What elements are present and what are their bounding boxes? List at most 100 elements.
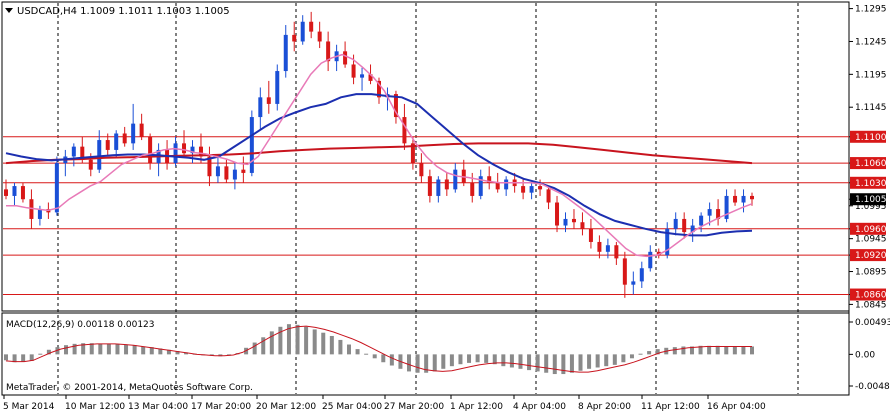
price-tick-label: 1.0895 — [855, 268, 887, 278]
bull-candle — [690, 225, 695, 233]
bear-candle — [419, 163, 424, 177]
bull-candle — [436, 179, 441, 196]
bull-candle — [529, 186, 534, 193]
bull-candle — [504, 179, 509, 190]
moving-averages-layer — [5, 53, 753, 258]
bull-candle — [724, 195, 729, 219]
bear-candle — [182, 143, 187, 154]
bear-candle — [224, 166, 229, 180]
bear-candle — [410, 143, 415, 164]
bear-candle — [309, 21, 314, 32]
time-tick-label: 20 Mar 12:00 — [256, 402, 316, 412]
bear-candle — [427, 176, 432, 196]
macd-histogram-bar — [638, 353, 643, 355]
bull-candle — [283, 34, 288, 72]
level-label-bg — [850, 249, 886, 262]
macd-tick-label: 0.00493 — [855, 318, 890, 328]
bear-candle — [88, 159, 93, 170]
macd-histogram-bar — [552, 354, 557, 375]
macd-histogram-bar — [518, 354, 523, 369]
level-label-bg — [850, 157, 886, 170]
bull-candle — [741, 195, 746, 203]
macd-histogram-bar — [115, 343, 120, 355]
bear-candle — [580, 222, 585, 229]
bull-candle — [478, 176, 483, 196]
bull-candle — [275, 71, 280, 104]
bear-candle — [326, 41, 331, 62]
price-tick-label: 1.0945 — [855, 235, 887, 245]
macd-histogram-bar — [124, 344, 129, 355]
bear-candle — [80, 146, 85, 160]
macd-histogram-bar — [21, 354, 26, 362]
bear-candle — [656, 251, 661, 256]
macd-histogram-bar — [484, 354, 489, 363]
macd-histogram-bar — [595, 354, 600, 368]
time-tick-label: 4 Apr 04:00 — [513, 402, 566, 412]
bear-candle — [20, 186, 25, 200]
time-tick-label: 17 Mar 20:00 — [191, 402, 251, 412]
macd-histogram-bar — [612, 354, 617, 365]
time-tick-label: 13 Mar 04:00 — [128, 402, 188, 412]
macd-histogram-bar — [750, 346, 754, 355]
price-tick-label: 1.1195 — [855, 70, 887, 80]
bear-candle — [495, 182, 500, 190]
bear-candle — [444, 179, 449, 190]
bear-candle — [292, 34, 297, 42]
chart-title: USDCAD,H4 1.1009 1.1011 1.1003 1.1005 — [17, 6, 230, 17]
macd-histogram-bar — [295, 324, 300, 355]
bull-candle — [232, 169, 237, 180]
price-tick-label: 1.0995 — [855, 202, 887, 212]
macd-histogram-bar — [604, 354, 609, 367]
bull-candle — [639, 268, 644, 282]
bull-candle — [665, 228, 670, 256]
time-tick-label: 10 Mar 12:00 — [65, 402, 125, 412]
bull-candle — [673, 218, 678, 229]
macd-histogram-bar — [458, 354, 463, 365]
macd-histogram-bar — [587, 354, 592, 369]
bear-candle — [546, 189, 551, 203]
macd-histogram-bar — [132, 345, 137, 355]
bear-candle — [122, 133, 127, 144]
chart-menu-triangle-icon[interactable] — [5, 8, 13, 13]
macd-histogram-bar — [29, 354, 34, 361]
macd-histogram-bar — [681, 346, 686, 355]
time-tick-label: 16 Apr 04:00 — [707, 402, 766, 412]
copyright-text: MetaTrader, © 2001-2014, MetaQuotes Soft… — [6, 383, 253, 393]
macd-histogram-bar — [252, 342, 257, 355]
macd-tick-label: 0.00 — [855, 350, 875, 360]
macd-histogram-bar — [338, 339, 343, 355]
macd-histogram-bar — [467, 354, 472, 363]
time-tick-label: 27 Mar 20:00 — [384, 402, 444, 412]
macd-histogram-bar — [698, 345, 703, 355]
macd-histogram-bar — [732, 346, 737, 355]
bear-candle — [682, 218, 687, 233]
macd-histogram-bar — [629, 354, 634, 359]
price-tick-label: 1.1145 — [855, 103, 887, 113]
bear-candle — [538, 186, 543, 190]
bear-candle — [368, 74, 373, 81]
bull-candle — [97, 140, 102, 170]
macd-histogram-bar — [98, 343, 103, 355]
macd-histogram-bar — [64, 345, 69, 355]
time-tick-label: 11 Apr 12:00 — [641, 402, 700, 412]
ma-mid-line — [5, 93, 753, 237]
macd-histogram-bar — [355, 349, 360, 355]
macd-histogram-bar — [46, 349, 51, 355]
macd-histogram-bar — [432, 354, 437, 372]
macd-histogram-bar — [544, 354, 549, 373]
price-axis: 1.1295 1.1245 1.1195 1.1145 1.1100 1.1060 1.10… — [849, 5, 887, 310]
time-tick-label: 5 Mar 2014 — [3, 402, 55, 412]
bear-candle — [139, 123, 144, 137]
bull-candle — [707, 209, 712, 216]
macd-histogram-bar — [578, 354, 583, 371]
macd-histogram-bar — [81, 343, 86, 355]
level-label: 1.0960 — [855, 225, 887, 235]
ma-slow-line — [5, 142, 753, 165]
bull-candle — [114, 133, 119, 150]
bear-candle — [622, 258, 627, 285]
bear-candle — [351, 64, 356, 78]
macd-histogram-bar — [158, 348, 163, 355]
bull-candle — [215, 166, 220, 177]
